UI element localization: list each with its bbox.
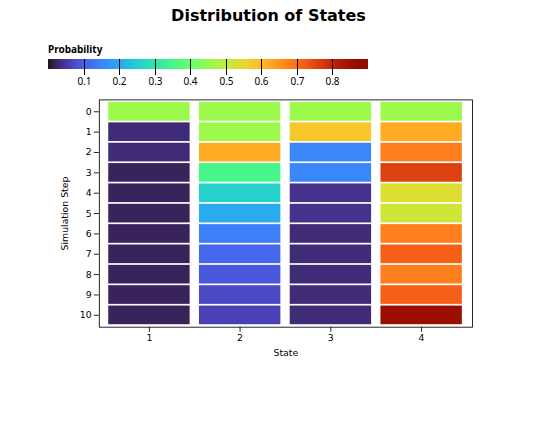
svg-text:2: 2 [237,332,243,343]
svg-text:8: 8 [86,269,92,280]
svg-text:0.4: 0.4 [183,74,197,88]
svg-text:State: State [274,347,299,358]
svg-text:6: 6 [86,228,92,239]
html-text:Distribution of States: Distribution of States [171,6,366,25]
svg-text:0.2: 0.2 [112,74,126,88]
svg-text:1: 1 [86,126,92,137]
svg-text:Simulation Step: Simulation Step [59,177,70,251]
svg-text:2: 2 [86,146,92,157]
svg-text:Probability: Probability [48,42,103,56]
svg-text:4: 4 [86,187,92,198]
svg-text:9: 9 [86,289,92,300]
svg-text:0.7: 0.7 [290,74,304,88]
svg-text:10: 10 [80,309,92,320]
svg-text:3: 3 [86,167,92,178]
svg-text:0.6: 0.6 [254,74,268,88]
svg-text:1: 1 [146,332,152,343]
svg-text:4: 4 [419,332,425,343]
svg-text:0.3: 0.3 [148,74,162,88]
svg-text:0.8: 0.8 [325,74,339,88]
svg-text:0.5: 0.5 [219,74,233,88]
svg-text:0: 0 [86,106,92,117]
svg-text:3: 3 [328,332,334,343]
svg-text:0.1: 0.1 [77,74,91,88]
svg-text:5: 5 [86,208,92,219]
svg-text:7: 7 [86,248,92,259]
